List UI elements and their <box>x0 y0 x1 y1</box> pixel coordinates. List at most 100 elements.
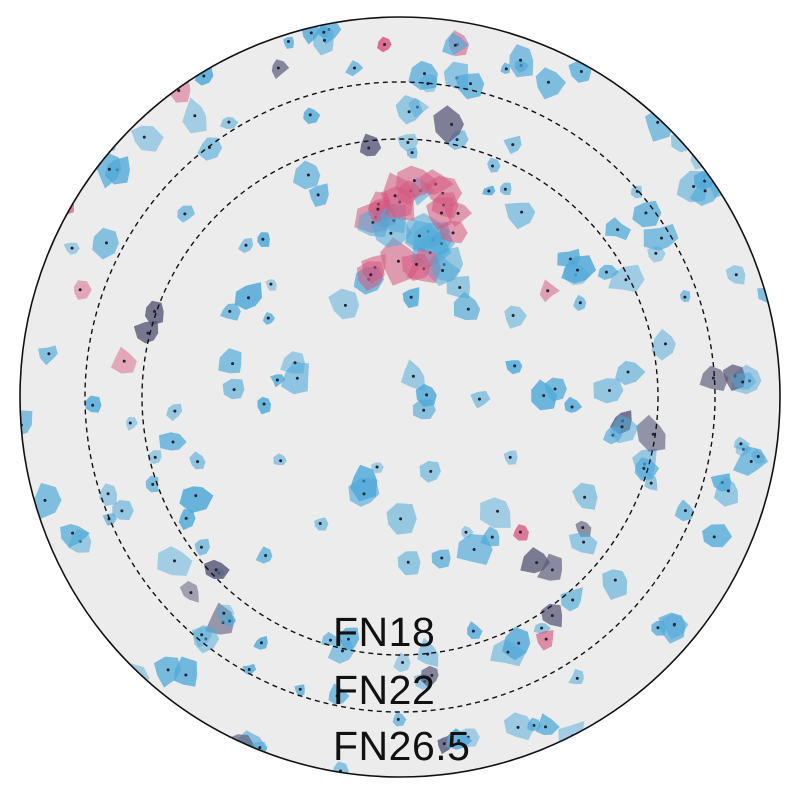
cell-nucleus <box>322 38 326 42</box>
cell-nucleus <box>430 673 434 677</box>
cell <box>634 457 660 481</box>
cell <box>75 640 105 670</box>
cell <box>20 548 52 580</box>
fn26-5-label: FN26.5 <box>333 723 471 769</box>
cell-nucleus <box>518 530 522 534</box>
cell <box>360 133 382 157</box>
cell <box>708 662 727 681</box>
cell-nucleus <box>329 638 333 642</box>
cell-nucleus <box>412 179 416 183</box>
cell-nucleus <box>422 408 426 412</box>
cell-nucleus <box>166 668 170 672</box>
cell <box>220 752 233 765</box>
cell-nucleus <box>546 289 550 293</box>
cell-nucleus <box>216 748 220 752</box>
cell <box>73 280 92 300</box>
cell-nucleus <box>122 359 126 363</box>
cell-nucleus <box>578 301 582 305</box>
cell-nucleus <box>340 649 344 653</box>
cell-nucleus <box>399 517 403 521</box>
cell-nucleus <box>411 374 415 378</box>
cell-nucleus <box>78 288 82 292</box>
cell-nucleus <box>651 432 655 436</box>
cell <box>131 125 164 152</box>
cell-nucleus <box>30 700 34 704</box>
cell <box>732 687 749 703</box>
cell-nucleus <box>247 296 251 300</box>
cell <box>68 640 86 661</box>
cell-nucleus <box>238 743 242 747</box>
cell-nucleus <box>469 82 473 86</box>
cell-nucleus <box>546 80 550 84</box>
cell <box>205 602 235 635</box>
cell-nucleus <box>98 153 102 157</box>
cell <box>710 685 732 702</box>
cell-nucleus <box>767 292 771 296</box>
cell-nucleus <box>774 224 778 228</box>
cell-nucleus <box>749 459 753 463</box>
cell-nucleus <box>65 168 69 172</box>
cell-nucleus <box>756 455 760 459</box>
cell-nucleus <box>199 545 203 549</box>
cell-nucleus <box>194 494 198 498</box>
cell-nucleus <box>491 164 495 168</box>
cell <box>107 57 123 75</box>
cell-nucleus <box>417 234 421 238</box>
cell-nucleus <box>193 114 197 118</box>
cell-nucleus <box>496 509 500 513</box>
cell <box>87 17 121 47</box>
cell <box>433 105 464 144</box>
cell-nucleus <box>100 676 104 680</box>
cell-nucleus <box>276 66 280 70</box>
cell <box>610 414 639 444</box>
cell-nucleus <box>62 74 66 78</box>
cell-nucleus <box>228 619 232 623</box>
cell-nucleus <box>683 295 687 299</box>
cell-nucleus <box>711 83 715 87</box>
cell-nucleus <box>221 620 225 624</box>
cell-nucleus <box>583 495 587 499</box>
cell-nucleus <box>472 547 476 551</box>
cell-nucleus <box>228 309 232 313</box>
cell-nucleus <box>152 310 156 314</box>
cell-nucleus <box>91 652 95 656</box>
cell <box>133 320 159 344</box>
cell <box>711 35 731 56</box>
cell-nucleus <box>754 84 758 88</box>
cell <box>20 548 43 580</box>
cell <box>356 261 385 291</box>
cell-nucleus <box>664 710 668 714</box>
cell-nucleus <box>409 295 413 299</box>
cell-nucleus <box>504 67 508 71</box>
cell-nucleus <box>196 460 200 464</box>
cell-nucleus <box>266 316 270 320</box>
cell-nucleus <box>113 65 117 69</box>
cell <box>294 684 305 697</box>
cell <box>535 713 560 735</box>
cell-nucleus <box>542 394 546 398</box>
cell-nucleus <box>21 563 25 567</box>
cell-nucleus <box>654 251 658 255</box>
cell <box>328 683 350 705</box>
cell-nucleus <box>677 33 681 37</box>
field-background <box>20 17 780 777</box>
cell <box>83 674 110 699</box>
cell-nucleus <box>442 742 446 746</box>
cell-nucleus <box>720 692 724 696</box>
cell <box>741 68 771 96</box>
cell-nucleus <box>32 560 36 564</box>
cell-nucleus <box>153 455 157 459</box>
cell-nucleus <box>705 109 709 113</box>
cell <box>539 279 560 303</box>
cell-nucleus <box>369 273 373 277</box>
cell <box>328 288 360 320</box>
cell-nucleus <box>393 194 397 198</box>
cell <box>125 417 138 431</box>
cell <box>420 665 439 688</box>
cell <box>179 486 214 514</box>
cell <box>255 546 273 564</box>
cell-nucleus <box>613 578 617 582</box>
cell-nucleus <box>616 228 620 232</box>
cell <box>54 155 80 181</box>
cell <box>479 497 511 528</box>
